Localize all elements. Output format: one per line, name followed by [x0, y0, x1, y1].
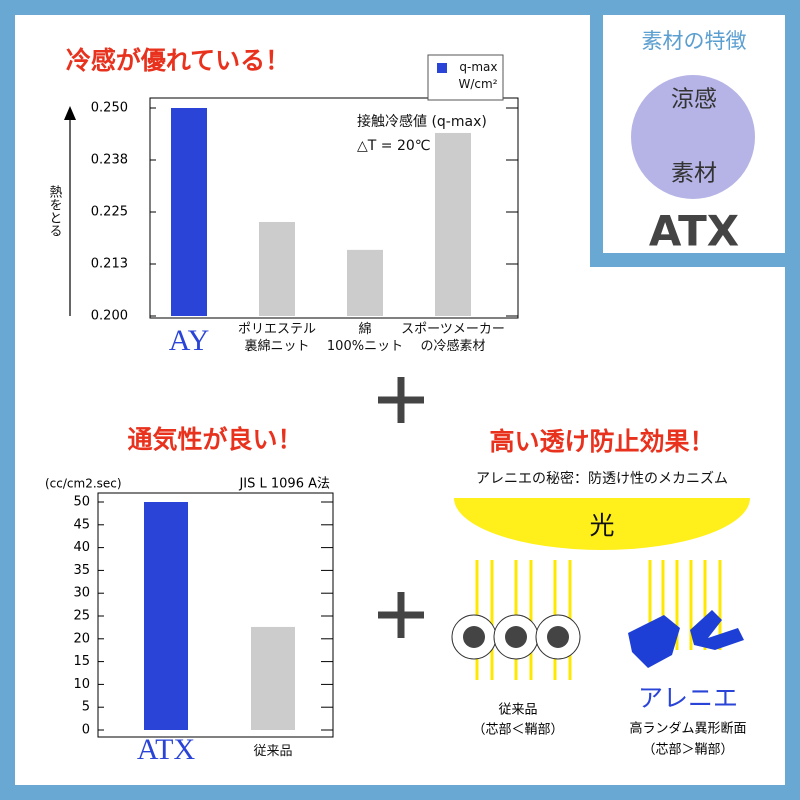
- y-tick-label: 40: [73, 540, 90, 555]
- y-tick-label: 0.250: [91, 101, 128, 116]
- badge-title: 素材の特徴: [642, 29, 747, 53]
- right-sub: 高ランダム異形断面: [629, 721, 746, 737]
- left-note: （芯部＜鞘部）: [472, 723, 563, 738]
- legend-label: q-max W/cm²: [458, 60, 498, 91]
- y-tick-label: 15: [73, 654, 90, 669]
- badge-circle: [631, 75, 755, 199]
- y-tick-label: 0: [82, 723, 90, 738]
- bar: [144, 502, 188, 730]
- bar: [435, 132, 471, 316]
- badge-circle-bottom: 素材: [671, 161, 717, 187]
- diagram-title: 高い透け防止効果！: [489, 427, 714, 456]
- y-tick-label: 30: [73, 586, 90, 601]
- x-tick-label: 従来品: [253, 744, 293, 759]
- x-tick-label: ポリエステル 裏綿ニット: [237, 322, 317, 354]
- diagram-subtitle: アレニエの秘密：防透け性のメカニズム: [476, 470, 728, 487]
- y-tick-label: 10: [73, 677, 90, 692]
- y-tick-label: 45: [73, 517, 90, 532]
- right-note: （芯部＞鞘部）: [642, 743, 733, 758]
- y-axis-label: 熱をとる: [46, 185, 62, 237]
- annotation: 接触冷感値 (q-max) △T = 20℃: [357, 114, 487, 154]
- legend-box: [427, 54, 504, 101]
- light-source: [454, 498, 750, 550]
- y-tick-label: 0.213: [91, 257, 128, 272]
- x-tick-label: 綿 100%ニット: [326, 322, 404, 354]
- plot-frame: [149, 97, 519, 319]
- bar: [251, 626, 295, 730]
- chart-title: 冷感が優れている！: [66, 46, 290, 75]
- bar: [259, 221, 295, 316]
- y-tick-label: 0.225: [91, 205, 128, 220]
- x-tick-label: スポーツメーカー の冷感素材: [401, 322, 505, 354]
- bar: [171, 108, 207, 316]
- x-tick-label: AY: [168, 324, 210, 357]
- badge-name: ATX: [649, 207, 739, 256]
- legend-swatch: [437, 63, 447, 73]
- plot-frame: [97, 492, 334, 738]
- chart-title: 通気性が良い！: [127, 425, 302, 454]
- x-tick-label: ATX: [136, 733, 196, 766]
- y-axis-label: (cc/cm2.sec): [45, 477, 122, 491]
- y-tick-label: 20: [73, 631, 90, 646]
- y-tick-label: 50: [73, 495, 90, 510]
- plus-signs: [378, 377, 424, 638]
- light-label: 光: [589, 511, 614, 540]
- y-tick-label: 25: [73, 609, 90, 624]
- bar: [347, 249, 383, 316]
- y-tick-label: 35: [73, 563, 90, 578]
- y-tick-label: 5: [82, 700, 90, 715]
- annotation: JIS L 1096 A法: [238, 477, 330, 492]
- y-tick-label: 0.200: [91, 309, 128, 324]
- left-label: 従来品: [498, 703, 537, 718]
- y-tick-label: 0.238: [91, 153, 128, 168]
- y-arrow-head: [64, 106, 76, 120]
- right-label: アレニエ: [638, 686, 738, 713]
- fibers: [451, 610, 744, 668]
- badge-circle-top: 涼感: [671, 87, 717, 113]
